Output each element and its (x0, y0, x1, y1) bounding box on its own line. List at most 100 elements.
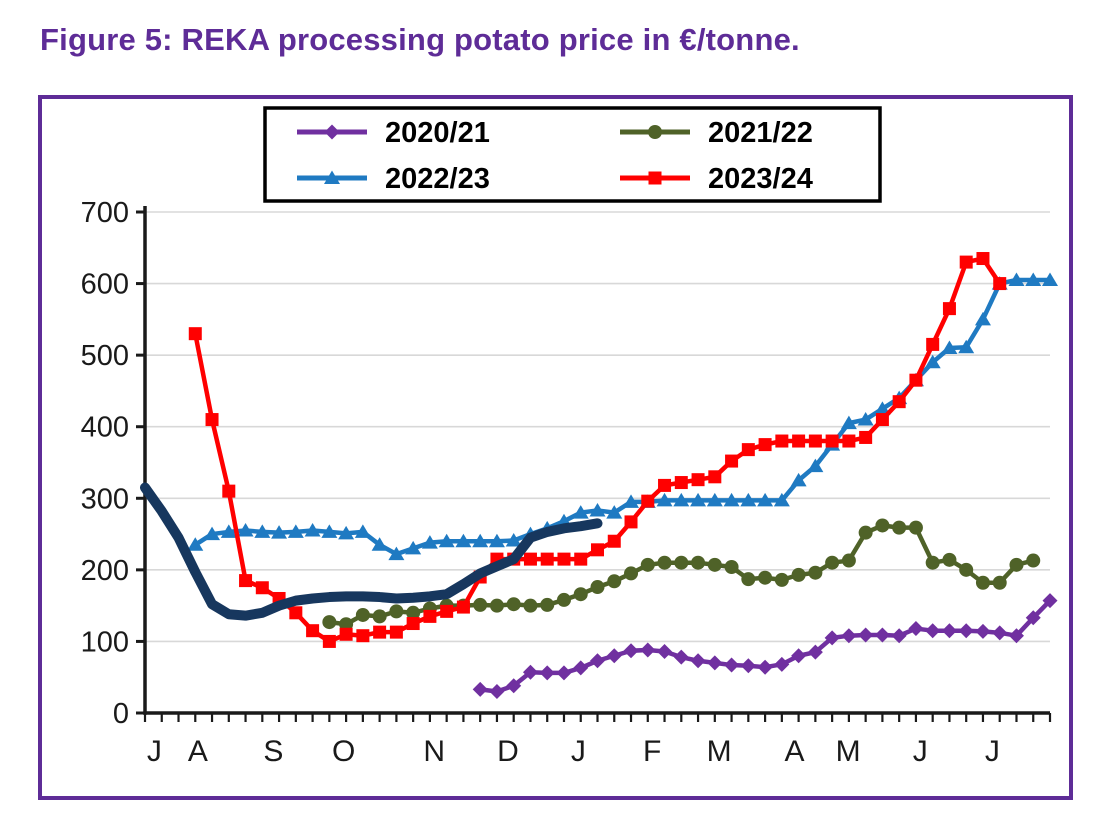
triangle-marker (740, 492, 757, 507)
square-marker (658, 478, 672, 492)
triangle-marker (790, 472, 807, 487)
square-marker (356, 629, 370, 643)
triangle-marker (723, 492, 740, 507)
diamond-marker (891, 628, 907, 644)
square-marker (607, 534, 621, 548)
figure-title: Figure 5: REKA processing potato price i… (40, 22, 800, 57)
square-marker (222, 484, 236, 498)
circle-marker (372, 609, 387, 624)
square-marker (842, 434, 856, 448)
square-marker (674, 476, 688, 490)
circle-marker (339, 617, 354, 632)
square-marker (808, 434, 822, 448)
square-marker (523, 552, 537, 566)
x-month-label-11: J (913, 735, 928, 768)
circle-marker (1026, 553, 1041, 568)
triangle-marker (690, 492, 707, 507)
x-month-label-4: N (423, 735, 445, 768)
triangle-marker (840, 415, 857, 430)
circle-marker (908, 520, 923, 535)
diamond-marker (874, 627, 890, 643)
diamond-marker (958, 623, 974, 639)
triangle-marker (656, 492, 673, 507)
circle-marker (808, 565, 823, 580)
y-tick-label-400: 400 (81, 412, 129, 444)
square-marker (792, 434, 806, 448)
square-marker (624, 515, 638, 529)
square-marker (306, 624, 320, 638)
diamond-marker (489, 684, 505, 700)
square-marker (758, 438, 772, 452)
legend-item-2021-22-label: 2021/22 (708, 117, 813, 149)
triangle-marker (606, 505, 623, 519)
square-marker (993, 277, 1007, 291)
square-marker (440, 604, 454, 618)
y-tick-label-300: 300 (81, 483, 129, 515)
triangle-marker (1042, 272, 1058, 286)
diamond-marker (623, 643, 639, 659)
circle-marker (624, 566, 639, 581)
circle-marker (975, 575, 990, 590)
diamond-marker (724, 657, 740, 673)
diamond-marker (757, 659, 773, 675)
diamond-marker (556, 665, 572, 681)
circle-marker (573, 587, 588, 602)
circle-marker (540, 597, 555, 612)
circle-marker (648, 125, 662, 139)
x-month-label-3: O (332, 735, 355, 768)
triangle-marker (237, 522, 254, 537)
square-marker (339, 627, 353, 641)
figure-border: 0 100 200 300 400 500 600 700 J A S O N D J F M A M J J 2020/… (38, 95, 1073, 800)
triangle-marker (757, 492, 774, 507)
diamond-marker (673, 649, 689, 665)
square-marker (926, 337, 940, 351)
series-2022-23 (193, 277, 1053, 557)
triangle-marker (287, 524, 304, 538)
circle-marker (473, 597, 488, 612)
diamond-marker (774, 656, 790, 672)
square-marker (255, 581, 269, 595)
square-marker (741, 443, 755, 457)
circle-marker (506, 597, 521, 612)
circle-marker (707, 557, 722, 572)
x-month-label-10: M (836, 735, 861, 768)
diamond-marker (606, 648, 622, 664)
diamond-marker (590, 653, 605, 669)
triangle-marker (924, 354, 941, 369)
y-tick-label-0: 0 (113, 698, 129, 730)
triangle-marker (321, 524, 338, 538)
diamond-marker (522, 664, 538, 680)
diamond-marker (740, 658, 756, 674)
circle-marker (741, 572, 756, 587)
circle-marker (1009, 557, 1024, 572)
x-month-label-7: F (643, 735, 661, 768)
diamond-marker (324, 124, 340, 140)
diamond-marker (908, 621, 924, 637)
legend-box (263, 106, 882, 203)
circle-marker (389, 604, 404, 619)
legend-item-2023-24-label: 2023/24 (708, 163, 813, 195)
square-marker (389, 625, 403, 639)
triangle-marker (371, 537, 388, 551)
diamond-marker (539, 665, 555, 681)
circle-marker (841, 553, 856, 568)
triangle-marker (1025, 272, 1042, 286)
diamond-marker (1042, 593, 1058, 609)
triangle-marker (706, 492, 723, 507)
diamond-marker (1025, 610, 1041, 626)
circle-marker (724, 559, 739, 574)
x-month-label-2: S (263, 735, 283, 768)
triangle-marker (505, 533, 522, 547)
y-tick-label-600: 600 (81, 269, 129, 301)
square-marker (825, 434, 839, 448)
square-marker (456, 600, 470, 614)
circle-marker (607, 574, 622, 589)
diamond-marker (858, 627, 874, 643)
square-marker (909, 373, 923, 387)
triangle-marker (589, 502, 606, 517)
circle-marker (774, 572, 789, 587)
square-marker (289, 606, 303, 620)
square-marker (648, 171, 662, 185)
diamond-marker (925, 623, 941, 639)
